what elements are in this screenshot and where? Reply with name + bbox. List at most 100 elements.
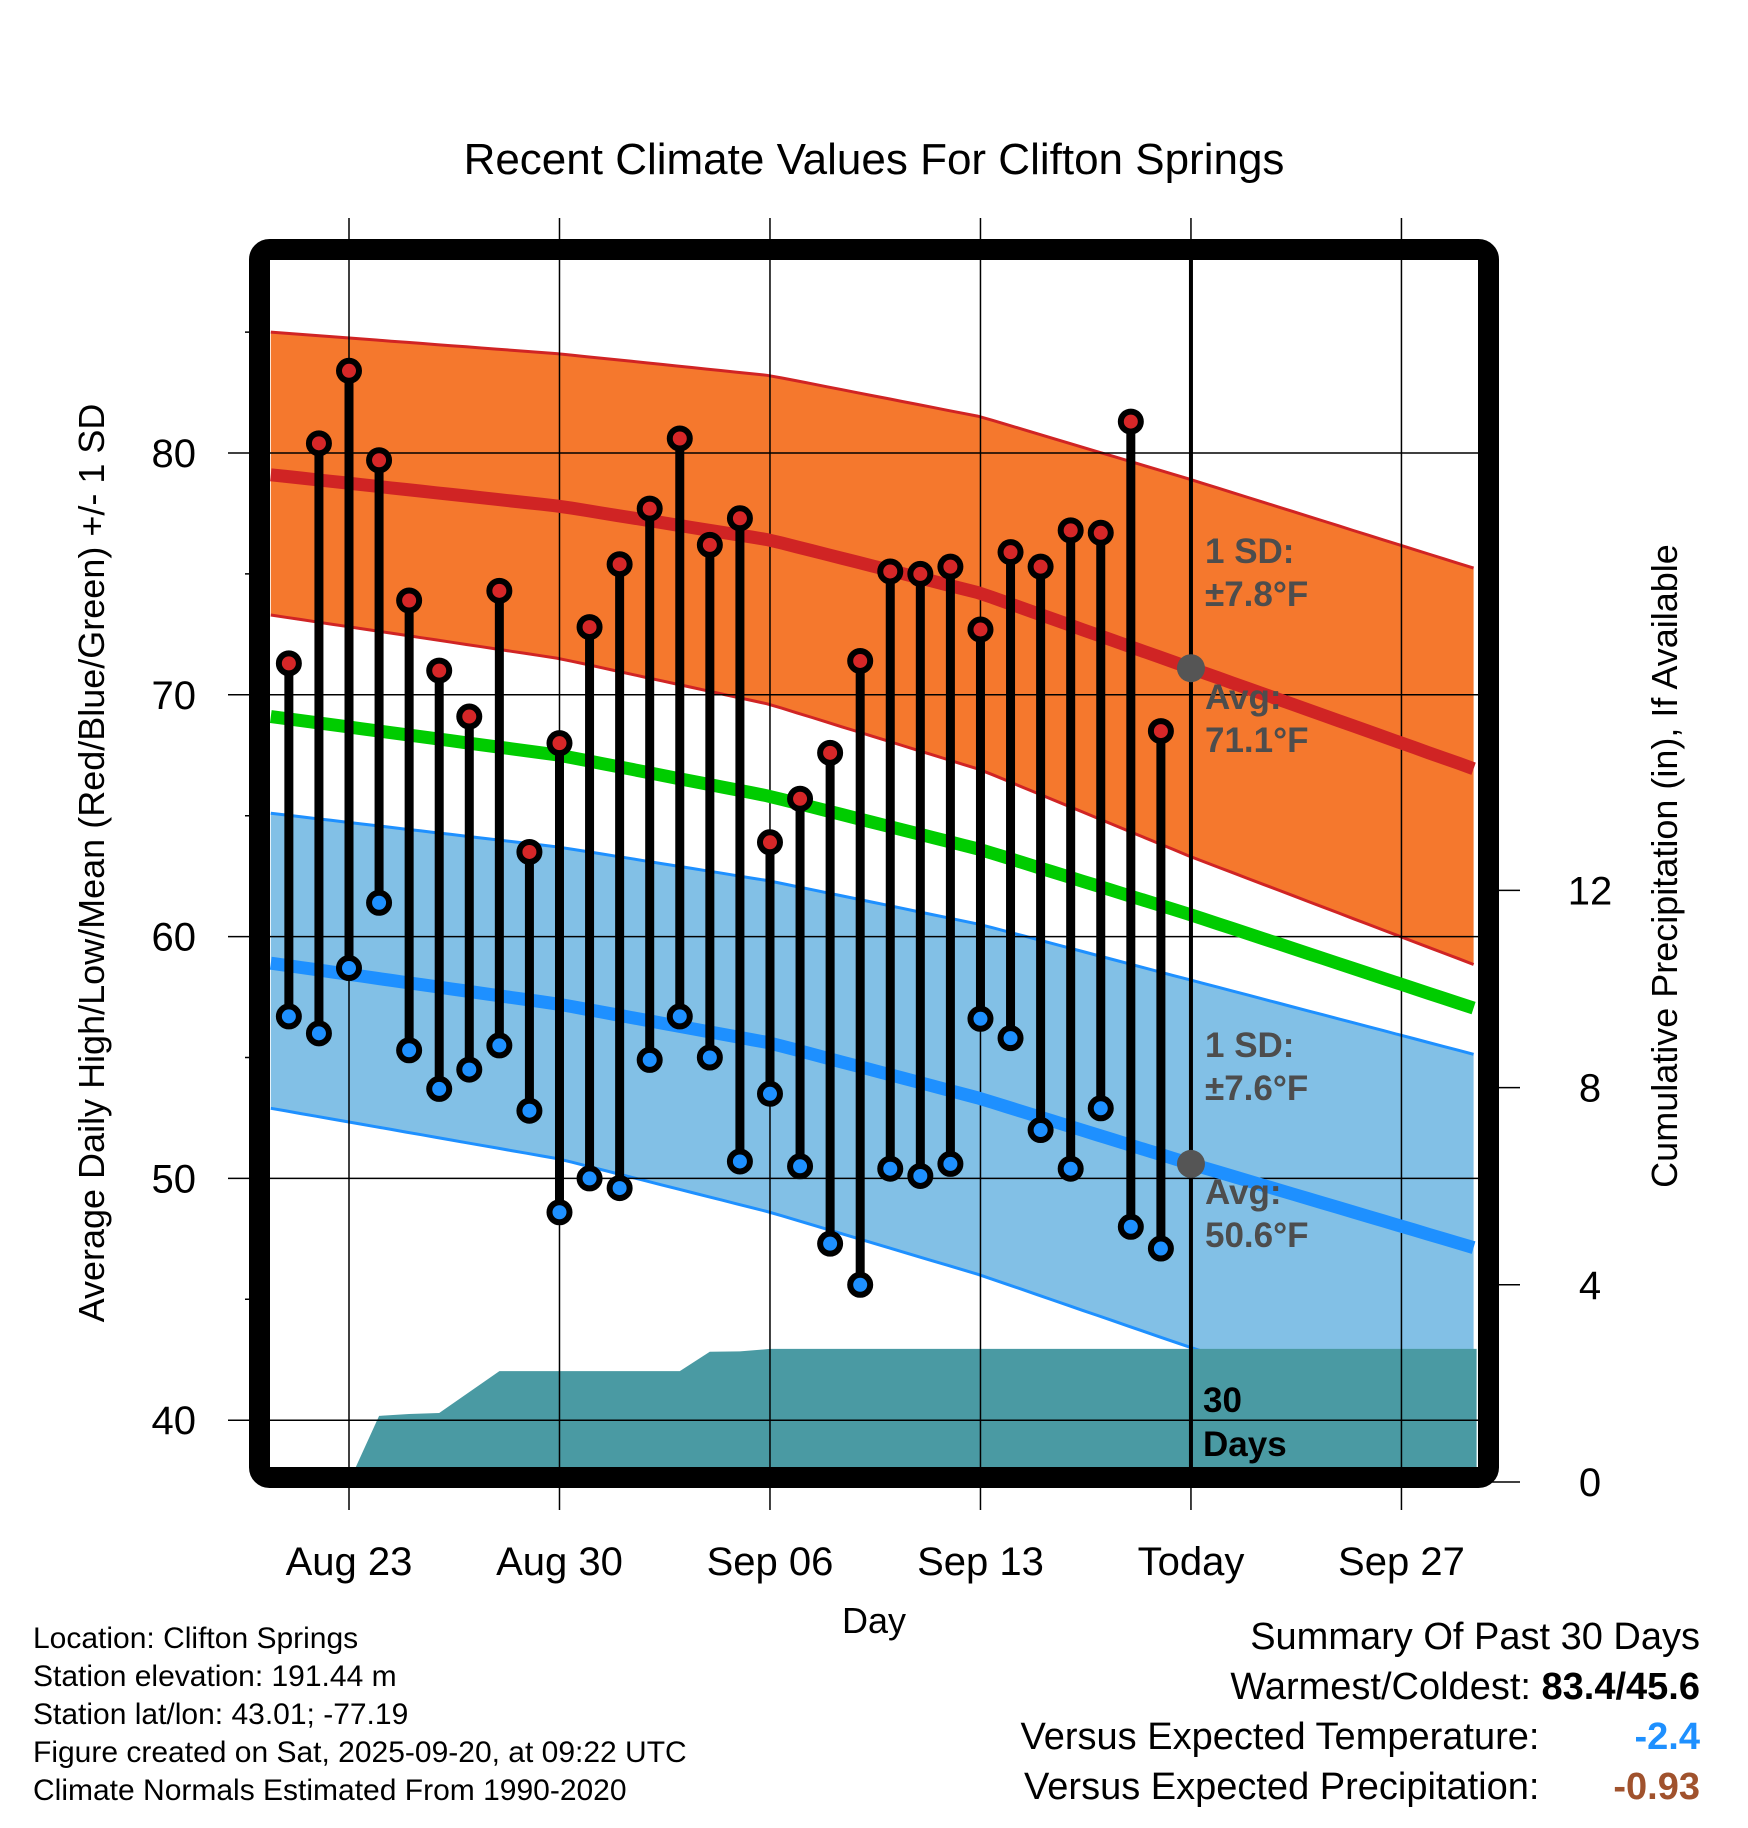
daily-stem <box>666 425 693 1030</box>
high-point <box>366 447 393 474</box>
low-point <box>726 1148 753 1175</box>
daily-stem <box>396 587 423 1064</box>
y2-tick-label: 4 <box>1579 1264 1601 1308</box>
warm-cold-label: Warmest/Coldest: <box>1230 1666 1531 1708</box>
daily-stem <box>486 577 513 1059</box>
normal-bands <box>270 330 1475 1443</box>
summary-warm-cold: Warmest/Coldest: 83.4/45.6 <box>1021 1662 1700 1712</box>
precip-area <box>355 1348 1477 1467</box>
low-point <box>907 1162 934 1189</box>
latlon-text: Station lat/lon: 43.01; -77.19 <box>33 1698 409 1731</box>
normals-text: Climate Normals Estimated From 1990-2020 <box>33 1774 627 1807</box>
high-point <box>456 703 483 730</box>
summary-title: Summary Of Past 30 Days <box>1250 1616 1700 1658</box>
high-point <box>1147 718 1174 745</box>
precip-departure-value: -0.93 <box>1613 1766 1700 1808</box>
daily-stem <box>336 357 362 982</box>
low-point <box>516 1097 543 1124</box>
daily-stem <box>606 551 633 1202</box>
low-point <box>486 1032 513 1059</box>
high-point <box>967 616 994 643</box>
daily-stem <box>1087 519 1114 1122</box>
high-point <box>1087 519 1114 546</box>
daily-stem <box>636 495 663 1073</box>
low-point <box>847 1271 874 1298</box>
high-point <box>546 730 573 757</box>
plot-area <box>270 259 1478 1467</box>
high-point <box>937 553 964 580</box>
daily-stem <box>546 730 573 1226</box>
plot-frame <box>249 239 1499 1488</box>
x-tick-label: Sep 13 <box>917 1540 1044 1584</box>
x-tick-label: Today <box>1138 1540 1245 1584</box>
precip-area-fill <box>355 1348 1477 1467</box>
high-sd-band <box>270 332 1474 965</box>
daily-stem <box>967 616 994 1032</box>
high-sd-value: ±7.8°F <box>1205 575 1308 614</box>
low-sd-value: ±7.6°F <box>1205 1069 1308 1108</box>
low-point <box>305 1020 332 1047</box>
days-unit-label: Days <box>1203 1425 1287 1464</box>
x-tick-label: Aug 30 <box>496 1540 623 1584</box>
high-point <box>756 829 783 856</box>
high-avg-label: Avg: <box>1205 678 1281 717</box>
x-tick-labels: Aug 23 Aug 30 Sep 06 Sep 13 Today Sep 27 <box>286 1540 1465 1584</box>
high-point <box>606 551 633 578</box>
low-point <box>456 1056 483 1083</box>
station-info: Location: Clifton Springs Station elevat… <box>33 1620 687 1810</box>
days-count-label: 30 <box>1203 1381 1242 1420</box>
low-point <box>967 1005 994 1032</box>
x-axis-label: Day <box>842 1600 906 1641</box>
y-tick-label: 50 <box>152 1157 197 1201</box>
temp-departure-label: Versus Expected Temperature: <box>1020 1716 1540 1758</box>
low-point <box>606 1175 633 1202</box>
high-point <box>486 577 513 604</box>
high-point <box>877 558 904 585</box>
high-point <box>666 425 693 452</box>
precip-departure-label: Versus Expected Precipitation: <box>1024 1766 1540 1808</box>
today-high-avg-marker <box>1176 654 1205 683</box>
elevation-text: Station elevation: 191.44 m <box>33 1660 397 1693</box>
low-point <box>1147 1235 1174 1262</box>
high-point <box>696 531 723 558</box>
low-point <box>696 1044 723 1071</box>
high-avg-value: 71.1°F <box>1205 721 1309 760</box>
y2-tick-labels: 0 4 8 12 <box>1568 869 1613 1505</box>
y-tick-label: 40 <box>152 1399 197 1443</box>
y-tick-labels: 40 50 60 70 80 <box>152 432 197 1443</box>
high-point <box>305 430 332 457</box>
low-point <box>666 1003 693 1030</box>
daily-stem <box>817 739 844 1257</box>
high-point <box>787 785 814 812</box>
high-point <box>336 357 362 384</box>
daily-stem <box>1117 408 1144 1240</box>
low-point <box>877 1155 904 1182</box>
high-point <box>636 495 663 522</box>
high-point <box>847 647 874 674</box>
high-avg-line <box>270 468 1476 775</box>
today-group <box>1176 259 1205 1467</box>
location-text: Location: Clifton Springs <box>33 1622 359 1655</box>
daily-stems <box>275 357 1174 1298</box>
daily-stem <box>787 785 814 1180</box>
high-point <box>275 650 302 677</box>
low-point <box>336 955 362 982</box>
y-axis-label: Average Daily High/Low/Mean (Red/Blue/Gr… <box>71 404 112 1323</box>
y2-tick-label: 0 <box>1579 1461 1601 1505</box>
daily-stem <box>696 531 723 1071</box>
warm-cold-value: 83.4/45.6 <box>1541 1666 1700 1708</box>
low-point <box>576 1165 603 1192</box>
low-point <box>1087 1095 1114 1122</box>
low-point <box>787 1153 814 1180</box>
high-point <box>817 739 844 766</box>
low-avg-label: Avg: <box>1205 1173 1281 1212</box>
chart-title: Recent Climate Values For Clifton Spring… <box>464 135 1285 184</box>
daily-stem <box>1057 517 1084 1182</box>
low-point <box>546 1199 573 1226</box>
daily-stem <box>756 829 783 1107</box>
daily-stem <box>997 539 1024 1052</box>
high-point <box>997 539 1024 566</box>
daily-stem <box>877 558 904 1182</box>
daily-stem <box>726 505 753 1175</box>
